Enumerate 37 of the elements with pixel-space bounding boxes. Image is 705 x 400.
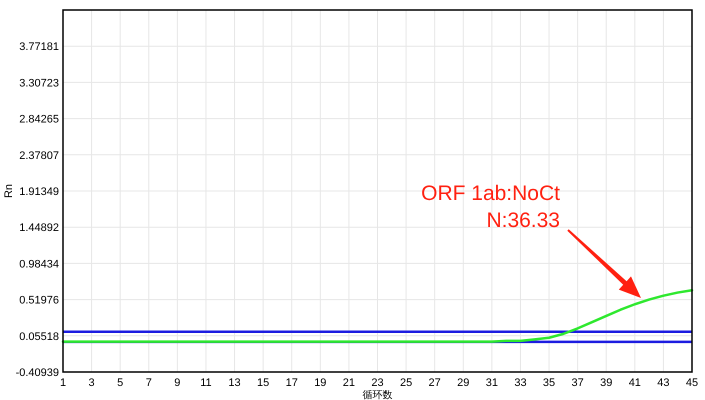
y-tick-label: 1.91349 [19, 186, 59, 198]
x-tick-label: 11 [200, 377, 212, 389]
x-axis-title: 循环数 [362, 390, 392, 400]
x-tick-label: 45 [686, 377, 698, 389]
y-tick-label: 2.37807 [19, 150, 59, 162]
y-tick-label: 0.51976 [19, 294, 59, 307]
x-tick-label: 37 [572, 377, 584, 389]
y-tick-label: 3.77181 [19, 41, 59, 54]
x-tick-label: 35 [542, 377, 556, 389]
x-tick-label: 33 [514, 377, 527, 389]
y-tick-label: 2.84265 [19, 114, 59, 126]
x-tick-label: 3 [88, 377, 95, 389]
x-tick-label: 41 [628, 377, 641, 389]
x-tick-label: 17 [286, 377, 298, 389]
line-series [62, 288, 694, 343]
x-tick-label: 13 [228, 377, 241, 389]
x-tick-label: 27 [428, 377, 441, 389]
x-tick-label: 19 [314, 377, 326, 389]
x-tick-label: 15 [257, 377, 270, 389]
y-tick-label: 3.30723 [19, 77, 59, 90]
x-tick-label: 1 [60, 377, 66, 389]
x-tick-label: 39 [600, 377, 612, 389]
x-tick-label: 21 [342, 377, 356, 389]
y-tick-label: 0.98434 [19, 258, 59, 270]
x-tick-label: 9 [174, 377, 180, 389]
y-tick-label: -0.40939 [16, 367, 59, 379]
y-tick-label: 0.05518 [19, 330, 59, 343]
y-axis-title: Rn [3, 184, 15, 198]
x-tick-label: 25 [400, 377, 412, 389]
x-tick-label: 29 [457, 377, 470, 389]
x-tick-label: 43 [657, 377, 670, 389]
x-tick-label: 7 [146, 377, 152, 389]
annotation: ORF 1ab:NoCt N:36.33 [421, 182, 560, 232]
x-tick-label: 23 [371, 377, 384, 389]
x-tick-label: 31 [486, 377, 498, 389]
y-tick-label: 1.44892 [19, 222, 59, 234]
x-tick-label: 5 [117, 377, 124, 389]
